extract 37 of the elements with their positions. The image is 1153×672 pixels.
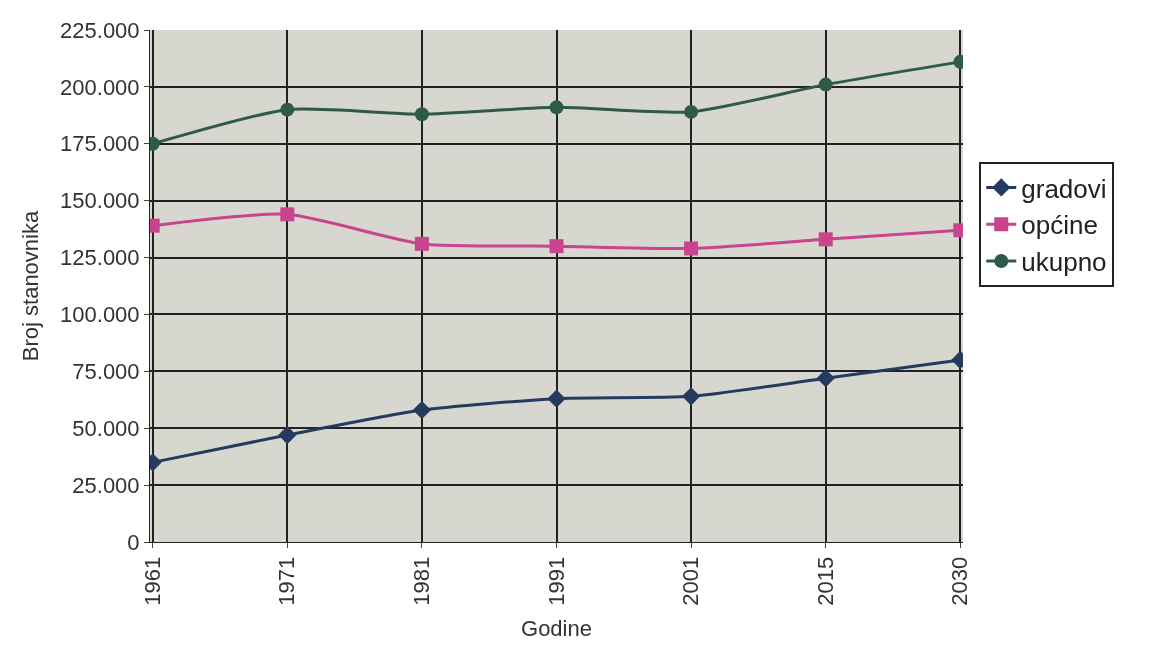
x-tick-label: 1991 bbox=[543, 556, 569, 606]
y-tick-label: 125.000 bbox=[60, 245, 140, 271]
x-tick-label: 2015 bbox=[812, 556, 838, 606]
legend-label: gradovi bbox=[1021, 173, 1107, 204]
point bbox=[547, 389, 566, 408]
y-tick-label: 50.000 bbox=[72, 415, 140, 441]
x-tick-label: 1961 bbox=[139, 556, 165, 606]
y-tick-label: 200.000 bbox=[60, 74, 140, 100]
point bbox=[278, 425, 297, 445]
x-tick-label: 1971 bbox=[274, 556, 300, 606]
point bbox=[818, 232, 833, 247]
point bbox=[412, 400, 431, 420]
legend-label: općine bbox=[1021, 210, 1098, 241]
point bbox=[549, 100, 564, 115]
y-tick-label: 25.000 bbox=[72, 472, 140, 498]
point bbox=[414, 236, 429, 251]
point bbox=[682, 387, 701, 406]
point bbox=[280, 102, 295, 117]
point bbox=[414, 107, 429, 122]
legend-label: ukupno bbox=[1021, 247, 1107, 278]
x-axis-title: Godine bbox=[521, 615, 592, 641]
y-tick-label: 0 bbox=[127, 529, 140, 555]
point bbox=[684, 104, 699, 119]
y-axis-title: Broj stanovnika bbox=[17, 210, 43, 362]
x-tick-label: 2001 bbox=[678, 556, 704, 606]
y-tick-label: 175.000 bbox=[60, 131, 140, 157]
y-tick-label: 75.000 bbox=[72, 359, 140, 385]
y-tick-label: 100.000 bbox=[60, 302, 140, 328]
x-tick-label: 2030 bbox=[947, 556, 973, 606]
point bbox=[280, 207, 295, 222]
y-tick-label: 150.000 bbox=[60, 188, 140, 214]
x-tick-label: 1981 bbox=[409, 556, 435, 606]
point bbox=[549, 239, 564, 254]
point bbox=[818, 77, 833, 92]
point bbox=[684, 241, 699, 256]
point bbox=[816, 369, 835, 388]
y-tick-label: 225.000 bbox=[60, 17, 140, 43]
